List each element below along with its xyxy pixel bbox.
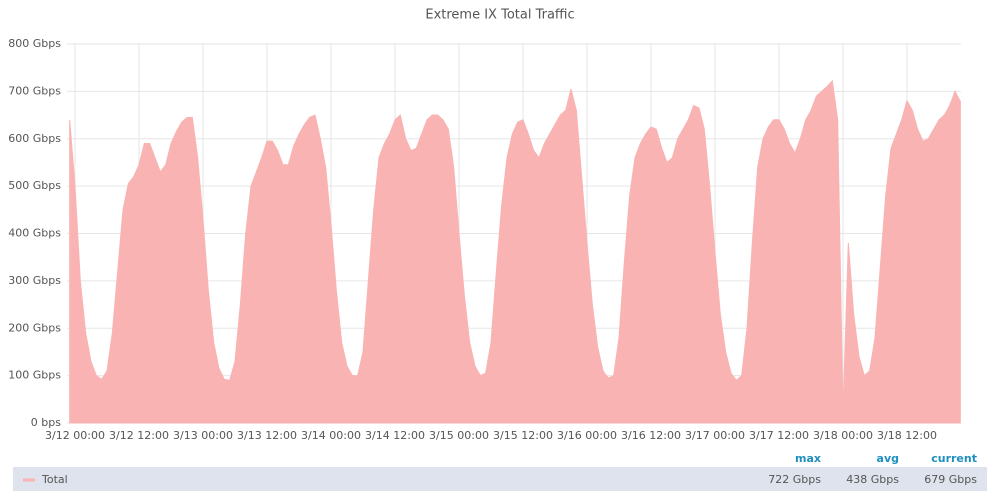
x-tick-label: 3/16 00:00 <box>557 429 617 442</box>
y-tick-label: 0 bps <box>31 416 61 429</box>
y-tick-label: 200 Gbps <box>8 321 61 334</box>
stat-value: 679 Gbps <box>924 473 977 486</box>
stat-value: 438 Gbps <box>846 473 899 486</box>
x-tick-label: 3/14 00:00 <box>301 429 361 442</box>
stat-header: current <box>931 452 977 465</box>
x-tick-label: 3/15 12:00 <box>493 429 553 442</box>
y-tick-label: 400 Gbps <box>8 227 61 240</box>
area <box>69 79 961 424</box>
y-tick-label: 100 Gbps <box>8 369 61 382</box>
stat-header: avg <box>877 452 899 465</box>
y-tick-label: 700 Gbps <box>8 84 61 97</box>
x-tick-label: 3/17 12:00 <box>749 429 809 442</box>
x-tick-label: 3/12 12:00 <box>109 429 169 442</box>
y-tick-label: 800 Gbps <box>8 37 61 50</box>
x-tick-label: 3/13 00:00 <box>173 429 233 442</box>
x-tick-label: 3/16 12:00 <box>621 429 681 442</box>
x-tick-label: 3/18 12:00 <box>877 429 937 442</box>
stat-value: 722 Gbps <box>768 473 821 486</box>
y-tick-label: 600 Gbps <box>8 132 61 145</box>
x-tick-label: 3/12 00:00 <box>45 429 105 442</box>
legend-label: Total <box>41 473 68 486</box>
y-tick-label: 300 Gbps <box>8 274 61 287</box>
stat-header: max <box>795 452 821 465</box>
x-tick-label: 3/17 00:00 <box>685 429 745 442</box>
x-tick-label: 3/18 00:00 <box>813 429 873 442</box>
x-tick-label: 3/13 12:00 <box>237 429 297 442</box>
y-tick-label: 500 Gbps <box>8 179 61 192</box>
x-tick-label: 3/14 12:00 <box>365 429 425 442</box>
x-tick-label: 3/15 00:00 <box>429 429 489 442</box>
chart-title: Extreme IX Total Traffic <box>425 8 574 23</box>
legend-row <box>13 467 987 491</box>
